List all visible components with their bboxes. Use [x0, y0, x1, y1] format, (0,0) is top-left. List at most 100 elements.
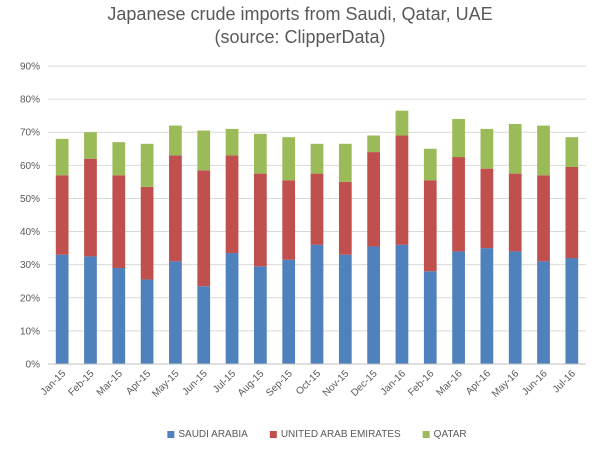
bar-segment-saudi-arabia	[310, 244, 324, 364]
bar-segment-qatar	[452, 118, 465, 158]
x-tick-label: Apr-15	[124, 368, 153, 397]
legend-item: SAUDI ARABIA	[167, 429, 248, 440]
bar-segment-saudi-arabia	[225, 253, 239, 364]
x-tick-label: Sep-15	[264, 368, 295, 399]
x-tick-label: Nov-15	[321, 368, 352, 399]
bar-segment-qatar	[225, 128, 239, 156]
bar-segment-united-arab-emirates	[508, 173, 522, 252]
y-tick-label: 70%	[20, 128, 40, 139]
bar-segment-united-arab-emirates	[140, 186, 154, 280]
y-tick-label: 10%	[20, 326, 40, 337]
bar-segment-qatar	[310, 143, 324, 174]
bar-segment-qatar	[253, 133, 267, 174]
bar-segment-qatar	[508, 123, 522, 174]
bar-segment-united-arab-emirates	[225, 155, 239, 254]
legend-label: SAUDI ARABIA	[178, 429, 248, 440]
bar-segment-saudi-arabia	[338, 254, 352, 364]
bars	[55, 110, 579, 364]
y-tick-label: 50%	[20, 194, 40, 205]
bar-segment-qatar	[55, 138, 69, 176]
bar-segment-united-arab-emirates	[480, 168, 494, 249]
bar-segment-united-arab-emirates	[395, 135, 409, 245]
y-tick-label: 0%	[26, 360, 41, 371]
bar-segment-united-arab-emirates	[452, 157, 465, 252]
bar-segment-qatar	[395, 110, 409, 136]
bar-segment-qatar	[169, 125, 182, 156]
x-tick-label: Oct-15	[294, 368, 323, 397]
bar-segment-saudi-arabia	[452, 251, 465, 364]
legend-swatch	[167, 431, 175, 438]
legend-item: UNITED ARAB EMIRATES	[269, 429, 401, 440]
chart-subtitle: (source: ClipperData)	[214, 27, 385, 47]
y-tick-label: 60%	[20, 161, 40, 172]
bar-segment-united-arab-emirates	[112, 175, 126, 268]
chart-title: Japanese crude imports from Saudi, Qatar…	[107, 4, 492, 24]
x-tick-label: May-16	[490, 368, 522, 400]
bar-segment-saudi-arabia	[565, 258, 579, 364]
legend-item: QATAR	[422, 429, 467, 440]
bar-segment-saudi-arabia	[282, 259, 296, 364]
bar-segment-saudi-arabia	[480, 248, 494, 364]
bar-segment-united-arab-emirates	[367, 152, 381, 247]
x-tick-label: Jan-15	[39, 368, 69, 398]
bar-segment-united-arab-emirates	[197, 170, 211, 287]
bar-segment-qatar	[282, 137, 296, 181]
legend-label: UNITED ARAB EMIRATES	[281, 429, 401, 440]
legend-swatch	[269, 431, 277, 438]
y-tick-label: 80%	[20, 95, 40, 106]
bar-segment-qatar	[112, 142, 126, 176]
bar-segment-saudi-arabia	[537, 261, 550, 364]
bar-segment-saudi-arabia	[169, 261, 182, 364]
x-tick-label: Jul-15	[211, 368, 238, 395]
bar-segment-qatar	[537, 125, 550, 176]
bar-segment-saudi-arabia	[112, 267, 126, 364]
bar-segment-united-arab-emirates	[169, 155, 182, 262]
bar-segment-united-arab-emirates	[84, 158, 97, 257]
bar-segment-saudi-arabia	[508, 251, 522, 364]
x-tick-label: Jul-16	[551, 368, 578, 395]
bar-segment-saudi-arabia	[84, 256, 97, 364]
y-tick-label: 90%	[20, 62, 40, 73]
x-tick-label: Feb-16	[406, 368, 436, 398]
bar-segment-saudi-arabia	[253, 266, 267, 364]
y-axis-tick-labels: 0% 10% 20% 30% 40% 50% 60% 70% 80% 90%	[20, 62, 40, 371]
y-tick-label: 20%	[20, 293, 40, 304]
bar-segment-qatar	[84, 132, 97, 159]
bar-segment-qatar	[565, 137, 579, 167]
bar-segment-saudi-arabia	[395, 244, 409, 364]
y-tick-label: 30%	[20, 260, 40, 271]
bar-segment-united-arab-emirates	[338, 181, 352, 255]
bar-segment-united-arab-emirates	[423, 180, 437, 272]
x-tick-label: May-15	[150, 368, 182, 400]
x-tick-label: Jan-16	[379, 368, 409, 398]
bar-segment-qatar	[140, 143, 154, 187]
bar-segment-qatar	[197, 130, 211, 171]
bar-segment-saudi-arabia	[423, 271, 437, 364]
legend-label: QATAR	[434, 429, 467, 440]
bar-segment-saudi-arabia	[367, 246, 381, 364]
y-tick-label: 40%	[20, 227, 40, 238]
bar-segment-qatar	[338, 143, 352, 182]
bar-segment-qatar	[367, 135, 381, 153]
bar-segment-united-arab-emirates	[55, 175, 69, 255]
x-tick-label: Jun-15	[180, 368, 210, 398]
bar-segment-united-arab-emirates	[282, 180, 296, 260]
bar-segment-saudi-arabia	[140, 279, 154, 364]
x-tick-label: Mar-16	[435, 368, 465, 398]
bar-segment-united-arab-emirates	[310, 173, 324, 245]
bar-segment-united-arab-emirates	[537, 175, 550, 262]
legend: SAUDI ARABIA UNITED ARAB EMIRATES QATAR	[167, 429, 467, 440]
bar-segment-qatar	[480, 128, 494, 169]
bar-segment-united-arab-emirates	[253, 173, 267, 267]
x-tick-label: Jun-16	[520, 368, 550, 398]
bar-segment-qatar	[423, 148, 437, 181]
x-tick-label: Feb-15	[66, 368, 96, 398]
x-tick-label: Apr-16	[464, 368, 493, 397]
bar-segment-united-arab-emirates	[565, 166, 579, 259]
x-tick-label: Aug-15	[236, 368, 267, 399]
bar-segment-saudi-arabia	[55, 254, 69, 364]
legend-swatch	[422, 431, 430, 438]
